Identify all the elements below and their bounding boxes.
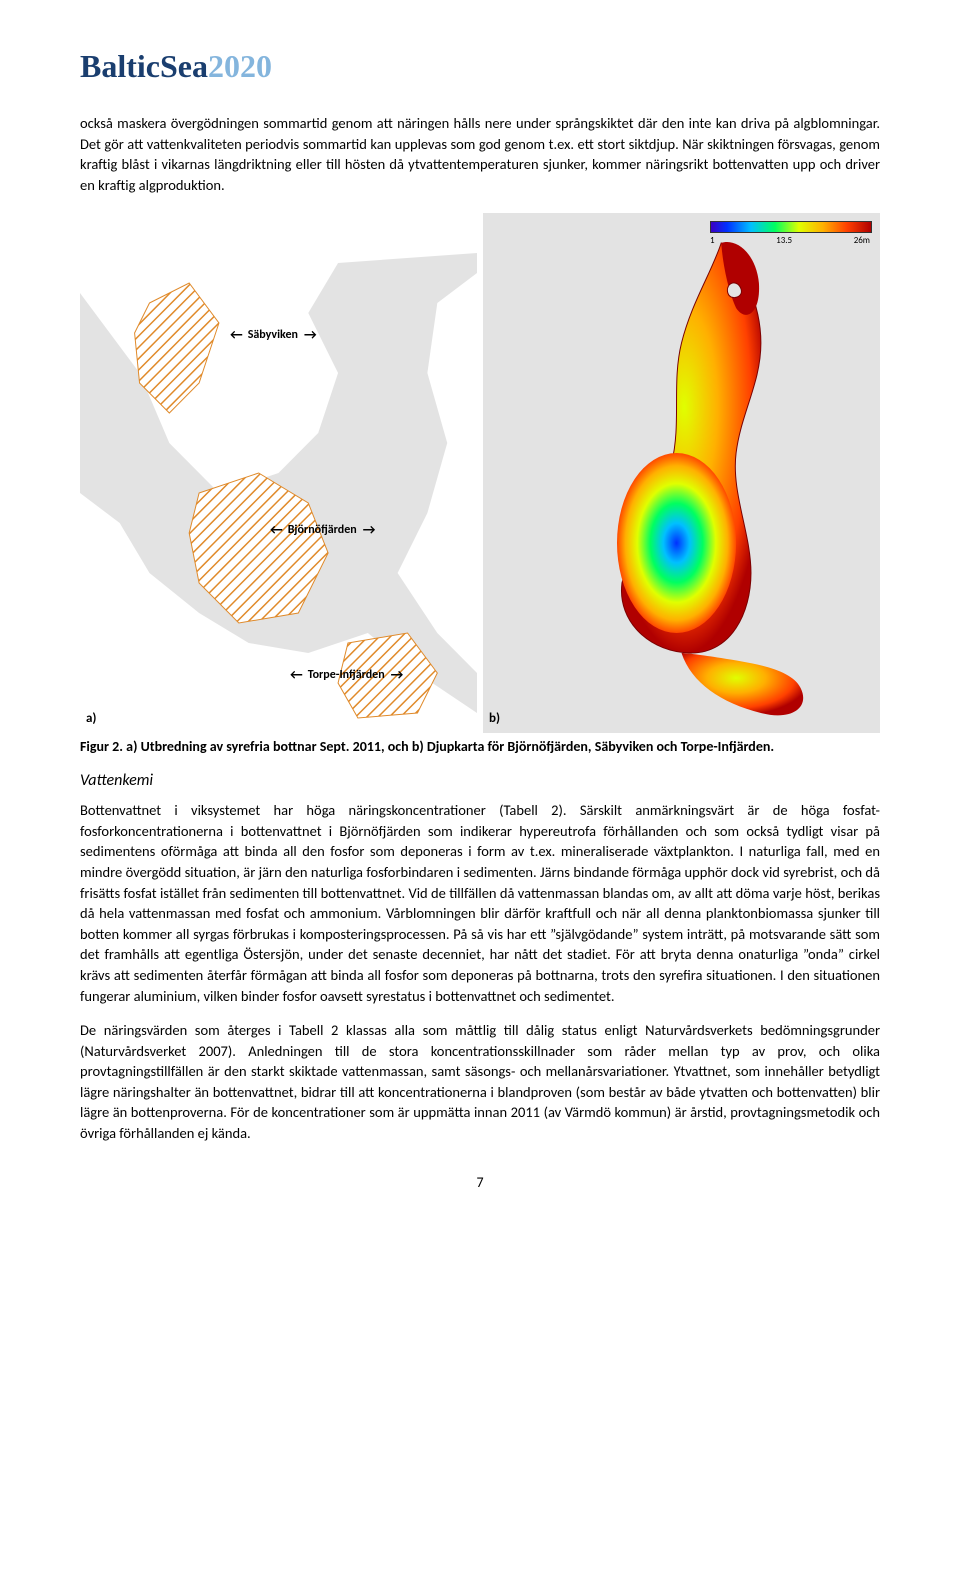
map-labels: a) b) [80, 709, 880, 728]
paragraph-1: också maskera övergödningen sommartid ge… [80, 113, 880, 195]
section-heading-vattenkemi: Vattenkemi [80, 771, 880, 790]
figure-2-caption: Figur 2. a) Utbredning av syrefria bottn… [80, 738, 880, 755]
map-a-svg [80, 213, 477, 733]
colorbar-ticks: 1 13.5 26m [710, 235, 870, 246]
colorbar-gradient [710, 221, 872, 233]
arrow-left-icon: ← [290, 668, 302, 682]
label-sabyviken-text: Säbyviken [248, 328, 298, 342]
map-a: ← Säbyviken → ← Björnöfjärden → ← Torpe-… [80, 213, 477, 733]
label-torpe: ← Torpe-Infjärden → [290, 668, 402, 682]
colorbar-max: 26m [854, 235, 870, 246]
label-torpe-text: Torpe-Infjärden [308, 668, 385, 682]
arrow-left-icon: ← [230, 328, 242, 342]
figure-2: ← Säbyviken → ← Björnöfjärden → ← Torpe-… [80, 213, 880, 755]
arrow-left-icon: ← [270, 523, 282, 537]
arrow-right-icon: → [363, 523, 375, 537]
colorbar-mid: 13.5 [776, 235, 792, 246]
arrow-right-icon: → [391, 668, 403, 682]
logo-part1: BalticSea [80, 48, 208, 84]
depth-colorbar: 1 13.5 26m [710, 221, 870, 246]
map-label-b: b) [483, 709, 880, 728]
paragraph-2: Bottenvattnet i viksystemet har höga när… [80, 800, 880, 1006]
map-b: 1 13.5 26m [483, 213, 880, 733]
page: BalticSea2020 också maskera övergödninge… [0, 0, 960, 1231]
page-number: 7 [80, 1174, 880, 1191]
logo-part2: 2020 [208, 48, 272, 84]
arrow-right-icon: → [304, 328, 316, 342]
map-b-svg [483, 213, 880, 733]
paragraph-3: De näringsvärden som återges i Tabell 2 … [80, 1020, 880, 1143]
colorbar-min: 1 [710, 235, 715, 246]
logo: BalticSea2020 [80, 48, 880, 85]
map-label-a: a) [80, 709, 477, 728]
label-bjornofjarden: ← Björnöfjärden → [270, 523, 374, 537]
label-bjornofjarden-text: Björnöfjärden [288, 523, 357, 537]
figure-maps: ← Säbyviken → ← Björnöfjärden → ← Torpe-… [80, 213, 880, 733]
label-sabyviken: ← Säbyviken → [230, 328, 316, 342]
